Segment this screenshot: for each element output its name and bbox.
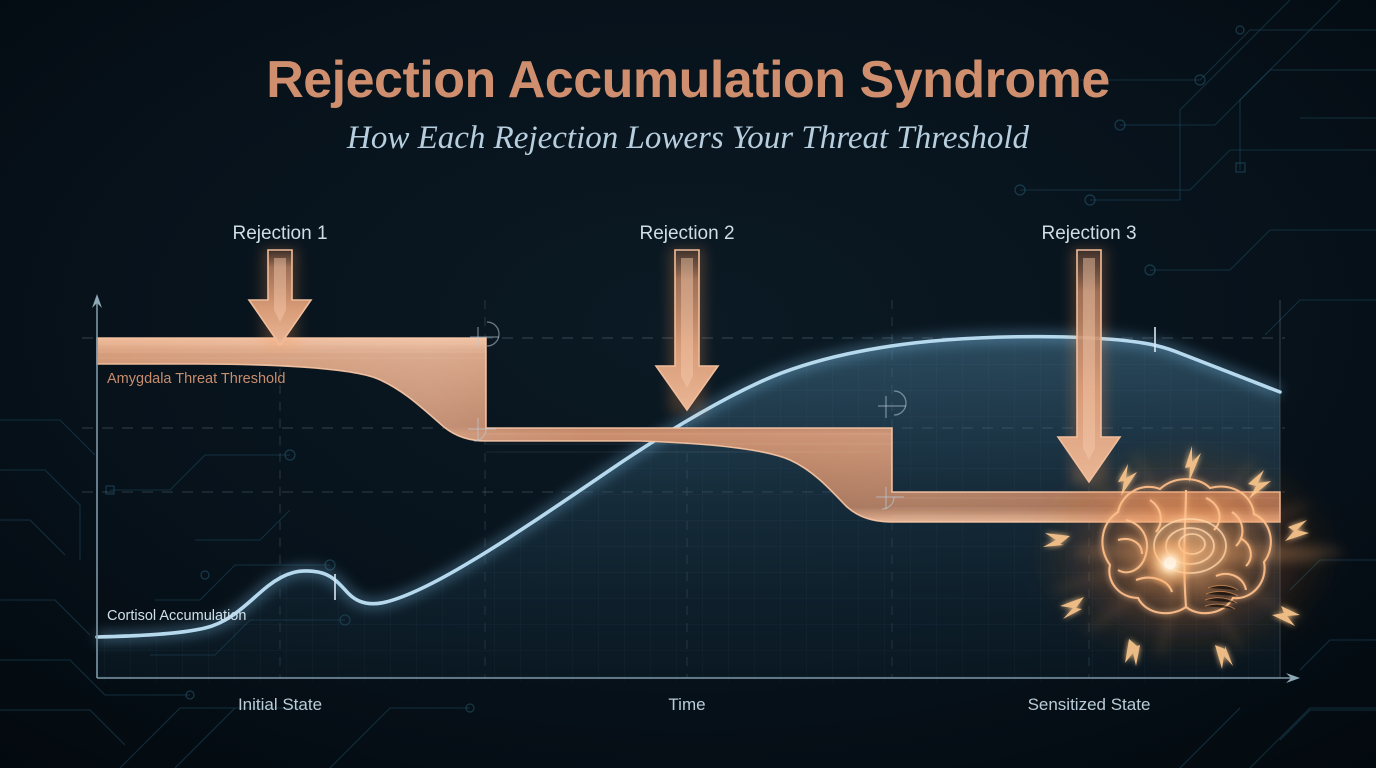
rejection-1-arrow [247, 248, 313, 348]
ignited-brain-graphic [1035, 445, 1343, 669]
x-tick-label-time: Time [668, 695, 705, 714]
registration-marker-1 [470, 321, 500, 348]
registration-marker-3 [878, 390, 907, 418]
cortisol-line [95, 334, 1282, 639]
threshold-series-label: Amygdala Threat Threshold [107, 371, 285, 387]
page-subtitle: How Each Rejection Lowers Your Threat Th… [346, 120, 1030, 156]
registration-marker-4 [876, 487, 904, 510]
brain-horizontal-flare [1073, 543, 1343, 561]
brain-cerebellum-hatch [1204, 584, 1239, 610]
rejection-3-label: Rejection 3 [1041, 223, 1136, 244]
registration-marker-2 [468, 418, 496, 442]
x-tick-label-initial-state: Initial State [238, 695, 322, 714]
x-axis-arrowhead [1286, 673, 1300, 683]
rejection-2-label: Rejection 2 [639, 223, 734, 244]
rejection-3-arrow [1056, 248, 1122, 484]
plot-axes [92, 294, 1300, 683]
cortisol-series-label: Cortisol Accumulation [107, 608, 246, 624]
x-tick-label-sensitized-state: Sensitized State [1028, 695, 1151, 714]
amygdala-threat-threshold-series [96, 337, 1281, 523]
registration-markers [468, 321, 907, 510]
rejection-1-label: Rejection 1 [232, 223, 327, 244]
lightning-bolts [1043, 446, 1309, 669]
rejection-2-arrow [654, 248, 720, 413]
y-axis-arrowhead [92, 294, 102, 308]
page-title: Rejection Accumulation Syndrome [266, 51, 1110, 109]
